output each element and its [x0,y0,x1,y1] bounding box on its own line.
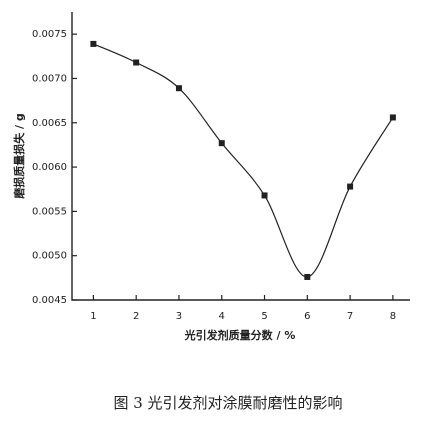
y-tick-label: 0.0075 [32,29,67,40]
y-tick-label: 0.0055 [32,206,67,217]
data-line [93,43,394,278]
data-point [133,59,140,66]
y-axis-label: 磨损质量损失 / g [12,113,26,200]
y-tick-label: 0.0045 [32,295,67,306]
data-point [261,192,268,199]
x-tick-label: 3 [176,311,182,322]
data-point [347,183,354,190]
x-tick-label: 1 [90,311,96,322]
data-point [175,85,182,92]
data-point [389,114,396,121]
x-tick-label: 5 [261,311,267,322]
x-tick-label: 6 [304,311,310,322]
y-tick-label: 0.0050 [32,251,67,262]
caption: 图 3 光引发剂对涂膜耐磨性的影响 [113,394,342,412]
y-tick-label: 0.0070 [32,73,67,84]
x-tick-label: 7 [347,311,353,322]
y-tick-label: 0.0060 [32,162,67,173]
data-point [218,140,225,147]
x-tick-label: 4 [219,311,225,322]
x-tick-label: 2 [133,311,139,322]
data-point [304,273,311,280]
x-tick-label: 8 [390,311,396,322]
data-point [90,40,97,47]
x-axis-label: 光引发剂质量分数 / % [184,328,296,342]
y-tick-label: 0.0065 [32,118,67,129]
axis-line [71,12,410,301]
